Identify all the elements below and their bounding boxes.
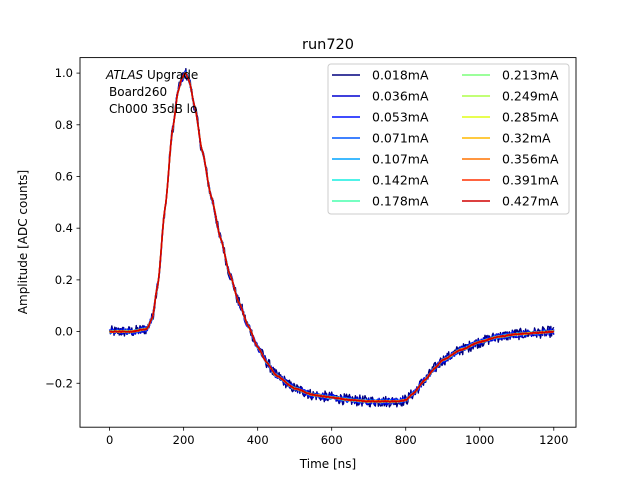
legend-label: 0.213mA: [502, 68, 559, 83]
y-tick-label: 0.6: [55, 169, 73, 183]
y-tick-label: 0.8: [55, 118, 73, 132]
legend-label: 0.107mA: [372, 152, 429, 167]
series-line: [109, 72, 555, 403]
x-tick-label: 400: [247, 433, 269, 447]
legend-label: 0.071mA: [372, 131, 429, 146]
legend-label: 0.427mA: [502, 194, 559, 209]
x-tick-label: 1000: [465, 433, 494, 447]
x-axis-label: Time [ns]: [299, 457, 356, 471]
annotation: ATLAS Upgrade Board260 Ch000 35dB lo: [105, 68, 198, 116]
legend-label: 0.356mA: [502, 152, 559, 167]
annotation-board: Board260: [109, 85, 167, 99]
y-tick-label: 1.0: [55, 66, 73, 80]
legend-label: 0.285mA: [502, 110, 559, 125]
legend-label: 0.142mA: [372, 173, 429, 188]
series-group: [108, 67, 555, 408]
y-tick-label: −0.2: [45, 376, 73, 390]
y-tick-label: 0.0: [55, 325, 73, 339]
annotation-upgrade: Upgrade: [143, 68, 198, 82]
plot-frame: [79, 57, 577, 428]
y-tick-label: 0.2: [55, 273, 73, 287]
x-tick-label: 600: [321, 433, 343, 447]
x-axis: 0 200 400 600 800 1000 1200: [106, 427, 568, 447]
legend-label: 0.036mA: [372, 89, 429, 104]
legend-frame: [327, 63, 570, 215]
x-tick-label: 800: [395, 433, 417, 447]
x-tick-label: 200: [173, 433, 195, 447]
legend-label: 0.053mA: [372, 110, 429, 125]
legend-label: 0.018mA: [372, 68, 429, 83]
y-axis: −0.2 0.0 0.2 0.4 0.6 0.8 1.0: [45, 66, 80, 390]
x-tick-label: 1200: [539, 433, 568, 447]
annotation-channel: Ch000 35dB lo: [109, 102, 197, 116]
annotation-atlas: ATLAS: [105, 68, 144, 82]
x-tick-label: 0: [106, 433, 113, 447]
legend-label: 0.391mA: [502, 173, 559, 188]
legend-label: 0.32mA: [502, 131, 551, 146]
y-axis-label: Amplitude [ADC counts]: [16, 170, 30, 314]
svg-text:ATLAS Upgrade: ATLAS Upgrade: [105, 68, 198, 82]
legend-label: 0.249mA: [502, 89, 559, 104]
chart-title: run720: [302, 37, 354, 53]
legend: 0.018mA 0.036mA 0.053mA 0.071mA 0.107mA 0.142…: [327, 63, 570, 215]
legend-label: 0.178mA: [372, 194, 429, 209]
y-tick-label: 0.4: [55, 221, 73, 235]
